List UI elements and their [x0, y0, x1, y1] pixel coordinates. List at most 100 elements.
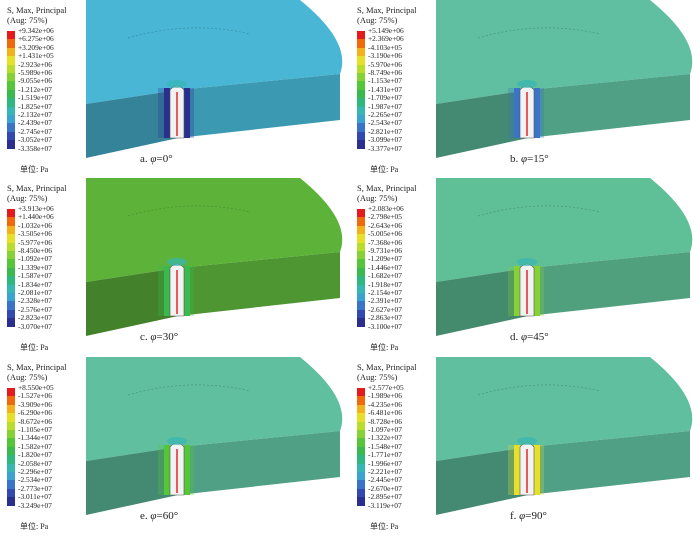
- legend-swatch: [7, 106, 15, 115]
- panel-caption: b. φ=15°: [510, 153, 549, 165]
- legend-value: -2.328e+07: [18, 296, 52, 306]
- legend-swatch: [7, 430, 15, 439]
- legend-swatch: [7, 209, 15, 218]
- legend-value: -1.682e+07: [368, 271, 402, 281]
- caption-angle: =45°: [527, 331, 549, 343]
- legend-swatch: [7, 64, 15, 73]
- caption-angle: =15°: [527, 153, 549, 165]
- surface-arc-line: [477, 384, 601, 396]
- panel-caption: f. φ=90°: [510, 510, 547, 522]
- legend-swatch: [357, 56, 365, 65]
- legend-value: -2.773e+07: [18, 483, 52, 493]
- legend-value: -1.446e+07: [368, 262, 402, 272]
- legend-value: +5.149e+06: [368, 26, 404, 35]
- stress-band-left: [164, 445, 170, 495]
- legend-swatch: [7, 47, 15, 57]
- legend-swatch: [357, 430, 365, 439]
- legend-value: -1.918e+07: [368, 279, 402, 289]
- legend-value: -2.439e+07: [18, 118, 52, 128]
- contour-panel: S, Max, Principal (Aug: 75%) +2.577e+05 -1.…: [350, 357, 700, 535]
- model-front-face: [86, 268, 178, 336]
- model-render: [86, 357, 343, 515]
- legend-value: -2.391e+07: [368, 296, 402, 306]
- caption-prefix: a.: [140, 153, 151, 165]
- color-legend: S, Max, Principal (Aug: 75%) +9.342e+06 +6.…: [7, 5, 77, 155]
- legend-value: -1.834e+07: [18, 279, 52, 289]
- legend-value: -2.821e+07: [368, 126, 402, 136]
- legend-value: -1.097e+07: [368, 425, 402, 434]
- legend-title: S, Max, Principal: [357, 362, 417, 372]
- legend-value: -1.989e+06: [368, 391, 402, 401]
- legend-subtitle: (Aug: 75%): [357, 372, 398, 382]
- legend-swatch: [7, 217, 15, 226]
- legend-value: -2.221e+07: [368, 467, 402, 476]
- legend-subtitle: (Aug: 75%): [357, 15, 398, 25]
- legend-swatch: [357, 225, 365, 235]
- caption-angle: =30°: [156, 331, 179, 343]
- legend-value: +3.209e+06: [18, 42, 54, 52]
- legend-title: S, Max, Principal: [7, 362, 67, 372]
- legend-value: -2.543e+07: [368, 118, 402, 128]
- legend-swatch: [357, 446, 365, 456]
- legend-swatch: [357, 259, 365, 268]
- legend-value: -1.820e+07: [18, 450, 52, 460]
- legend-swatch: [357, 293, 365, 302]
- legend-value: -1.996e+07: [368, 458, 402, 468]
- panel-caption: a. φ=0°: [140, 153, 173, 165]
- model-render: [436, 178, 693, 336]
- panel-caption: d. φ=45°: [510, 331, 549, 343]
- stress-band-left: [514, 445, 520, 495]
- legend-value: -2.745e+07: [18, 126, 52, 136]
- caption-phi: φ: [519, 510, 526, 522]
- legend-value: -2.265e+07: [368, 110, 402, 119]
- stress-spot: [517, 258, 537, 266]
- model-front-face: [436, 268, 528, 336]
- legend-swatch: [7, 480, 15, 489]
- legend-value: -3.099e+07: [368, 135, 402, 145]
- unit-label: 单位: Pa: [20, 165, 49, 174]
- legend-swatch: [7, 131, 15, 141]
- model-side-face: [528, 74, 690, 138]
- legend-value: -2.863e+07: [368, 313, 402, 323]
- legend-value: -1.212e+07: [18, 84, 52, 94]
- legend-swatch: [357, 123, 365, 132]
- legend-value: -2.670e+07: [368, 483, 402, 493]
- surface-arc-line: [477, 27, 601, 39]
- legend-swatch: [357, 47, 365, 57]
- stress-band-left: [164, 88, 170, 138]
- model-top-surface: [436, 0, 693, 104]
- legend-value: -8.450e+06: [18, 246, 52, 255]
- legend-swatch: [357, 480, 365, 489]
- model-front-face: [86, 90, 178, 158]
- legend-swatch: [357, 251, 365, 260]
- caption-angle: =90°: [525, 510, 547, 522]
- legend-value: -3.100e+07: [368, 321, 402, 331]
- legend-value: +2.369e+06: [368, 34, 404, 44]
- legend-value: -2.534e+07: [18, 475, 52, 485]
- legend-value: -8.728e+06: [368, 416, 402, 426]
- contour-panel: S, Max, Principal (Aug: 75%) +8.550e+05 -1.…: [0, 357, 350, 535]
- legend-swatch: [7, 39, 15, 48]
- legend-value: -9.055e+06: [18, 76, 52, 86]
- legend-swatch: [357, 267, 365, 277]
- stress-spot: [167, 80, 187, 88]
- caption-phi: φ: [521, 153, 528, 165]
- legend-swatch: [357, 413, 365, 422]
- legend-swatch: [357, 472, 365, 481]
- legend-value: +1.431e+05: [18, 51, 54, 61]
- model-side-face: [528, 252, 690, 316]
- surface-arc-line: [127, 27, 251, 39]
- legend-swatch: [7, 413, 15, 422]
- legend-value: -5.970e+06: [368, 59, 402, 69]
- legend-value: -5.989e+06: [18, 68, 52, 77]
- legend-value: -1.519e+07: [18, 93, 52, 103]
- legend-value: -2.058e+07: [18, 458, 52, 468]
- legend-value: -1.771e+07: [368, 450, 402, 460]
- stress-band-right: [184, 88, 190, 138]
- legend-swatch: [7, 276, 15, 285]
- legend-swatch: [357, 217, 365, 226]
- legend-swatch: [7, 388, 15, 397]
- legend-value: -3.011e+07: [18, 492, 52, 502]
- legend-swatch: [7, 81, 15, 90]
- legend-swatch: [357, 396, 365, 405]
